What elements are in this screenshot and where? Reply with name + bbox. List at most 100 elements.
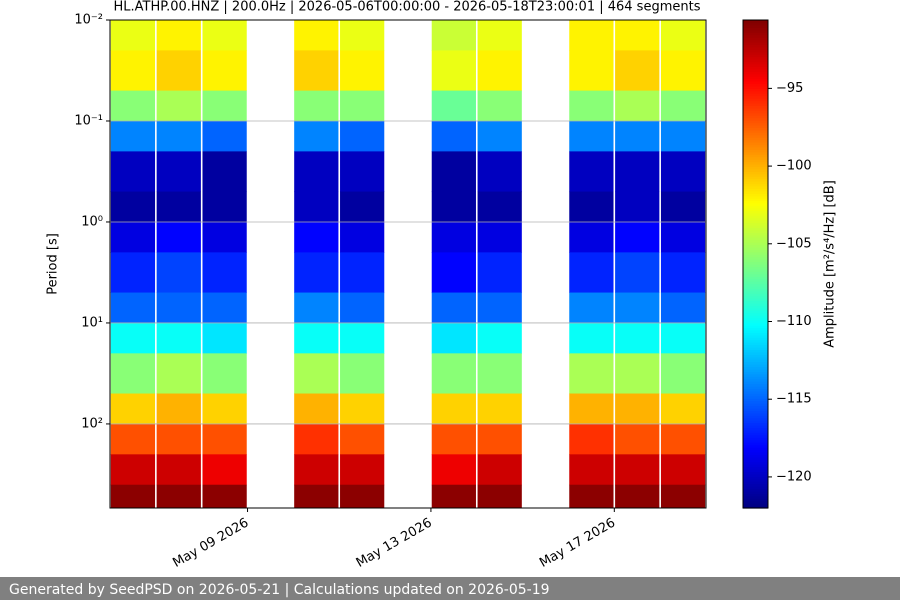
spectrogram-cell (569, 120, 614, 152)
colorbar-swatch (743, 495, 768, 499)
colorbar-swatch (743, 285, 768, 289)
colorbar-swatch (743, 371, 768, 375)
colorbar-swatch (743, 388, 768, 392)
colorbar-swatch (743, 242, 768, 246)
colorbar-swatch (743, 320, 768, 324)
chart-title: HL.ATHP.00.HNZ | 200.0Hz | 2026-05-06T00… (114, 0, 701, 15)
spectrogram-cell (477, 454, 522, 486)
spectrogram-cell (202, 393, 247, 425)
spectrogram-cell (110, 120, 156, 152)
colorbar-swatch (743, 271, 768, 275)
colorbar-swatch (743, 386, 768, 390)
colorbar-swatch (743, 37, 768, 41)
colorbar-swatch (743, 327, 768, 331)
colorbar-swatch (743, 224, 768, 228)
spectrogram-cell (431, 454, 476, 486)
spectrogram-cell (660, 393, 706, 425)
spectrogram-cell (156, 120, 201, 152)
colorbar-swatch (743, 381, 768, 385)
spectrogram-cell (615, 50, 660, 92)
colorbar-swatch (743, 395, 768, 399)
spectrogram-cell (477, 191, 522, 223)
spectrogram-cell (294, 292, 339, 324)
colorbar-swatch (743, 27, 768, 31)
colorbar-swatch (743, 93, 768, 97)
y-tick-label: 10⁰ (81, 214, 103, 229)
colorbar-swatch (743, 217, 768, 221)
spectrogram-cell (615, 322, 660, 354)
colorbar-swatch (743, 264, 768, 268)
spectrogram-cell (615, 252, 660, 294)
colorbar-swatch (743, 185, 768, 189)
colorbar-swatch (743, 237, 768, 241)
colorbar-swatch (743, 212, 768, 216)
colorbar-swatch (743, 44, 768, 48)
colorbar-swatch (743, 68, 768, 72)
spectrogram-cell (202, 50, 247, 92)
colorbar-swatch (743, 361, 768, 365)
spectrogram-cell (431, 292, 476, 324)
colorbar-swatch (743, 22, 768, 26)
footer-bar (0, 577, 900, 600)
colorbar-swatch (743, 449, 768, 453)
colorbar-swatch (743, 110, 768, 114)
spectrogram-cell (202, 20, 247, 51)
spectrogram-cell (110, 484, 156, 509)
y-tick-label: 10⁻² (74, 13, 103, 28)
spectrogram-cell (110, 292, 156, 324)
colorbar-swatch (743, 176, 768, 180)
colorbar-swatch (743, 259, 768, 263)
spectrogram-cell (340, 252, 385, 294)
colorbar-swatch (743, 166, 768, 170)
colorbar-swatch (743, 478, 768, 482)
colorbar-swatch (743, 120, 768, 124)
colorbar-swatch (743, 66, 768, 70)
colorbar-swatch (743, 400, 768, 404)
colorbar-swatch (743, 276, 768, 280)
spectrogram-cell (202, 423, 247, 455)
colorbar-swatch (743, 405, 768, 409)
colorbar-swatch (743, 207, 768, 211)
colorbar-swatch (743, 317, 768, 321)
colorbar-swatch (743, 29, 768, 33)
spectrogram-cell (202, 292, 247, 324)
spectrogram-cell (615, 454, 660, 486)
spectrogram-cell (156, 454, 201, 486)
spectrogram-cell (294, 120, 339, 152)
x-tick-label: May 09 2026 (170, 516, 251, 571)
spectrogram-cell (431, 423, 476, 455)
colorbar-tick-label: −115 (776, 392, 812, 407)
colorbar-swatch (743, 168, 768, 172)
colorbar-swatch (743, 439, 768, 443)
spectrogram-cell (431, 484, 476, 509)
colorbar-frame (742, 19, 769, 509)
spectrogram-cell (431, 20, 476, 51)
colorbar-swatch (743, 149, 768, 153)
colorbar-swatch (743, 473, 768, 477)
spectrogram-cell (202, 454, 247, 486)
colorbar-swatch (743, 54, 768, 58)
colorbar-swatch (743, 461, 768, 465)
spectrogram-cell (431, 252, 476, 294)
colorbar-swatch (743, 283, 768, 287)
colorbar-swatch (743, 268, 768, 272)
colorbar-swatch (743, 256, 768, 260)
spectrogram-cell (340, 151, 385, 193)
spectrogram-cell (340, 191, 385, 223)
colorbar-swatch (743, 137, 768, 141)
colorbar-swatch (743, 156, 768, 160)
colorbar-swatch (743, 403, 768, 407)
colorbar-swatch (743, 481, 768, 485)
colorbar-swatch (743, 456, 768, 460)
colorbar-swatch (743, 183, 768, 187)
spectrogram-cell (340, 50, 385, 92)
colorbar-swatch (743, 88, 768, 92)
colorbar-swatch (743, 329, 768, 333)
colorbar-swatch (743, 322, 768, 326)
x-tick-label: May 17 2026 (537, 516, 618, 571)
colorbar-swatch (743, 63, 768, 67)
spectrogram-cell (477, 151, 522, 193)
colorbar-swatch (743, 407, 768, 411)
spectrogram-cell (156, 484, 201, 509)
